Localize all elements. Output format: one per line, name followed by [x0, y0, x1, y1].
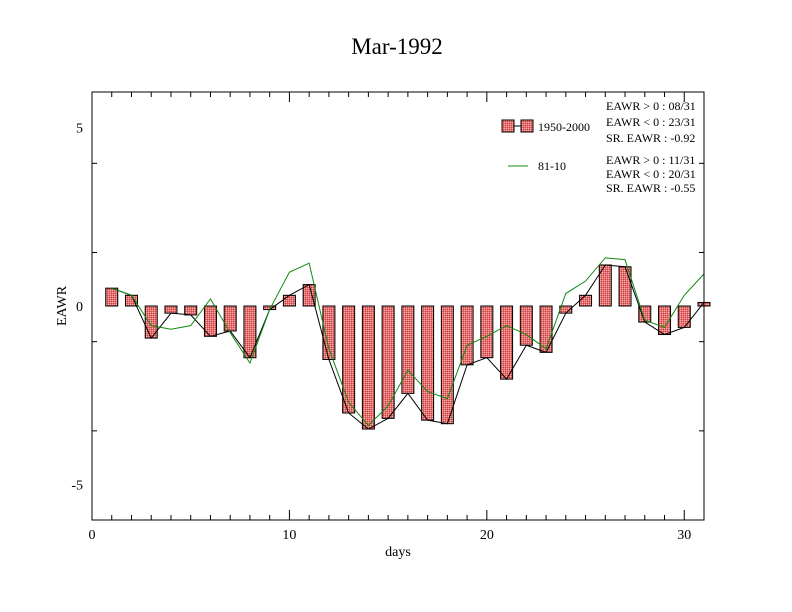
x-tick-label: 10: [282, 528, 296, 543]
bar-day-5: [184, 305, 198, 316]
bar-day-14: [361, 305, 375, 430]
legend-entry-bar: 1950-2000: [501, 119, 590, 134]
chart-title: Mar-1992: [351, 34, 443, 59]
y-tick-label: 0: [76, 300, 83, 315]
bar-stat-positive: EAWR > 0 : 08/31: [606, 99, 696, 113]
x-axis: 0 10 20 30: [89, 92, 705, 543]
bar-day-7: [223, 305, 237, 332]
bar-day-4: [164, 305, 178, 314]
bar-day-18: [440, 305, 454, 425]
line-stat-negative: EAWR < 0 : 20/31: [606, 167, 696, 181]
legend-entry-line: 81-10: [508, 159, 566, 173]
bar-stats: EAWR > 0 : 08/31 EAWR < 0 : 23/31 SR. EA…: [606, 99, 696, 145]
bar-day-20: [480, 305, 494, 359]
bar-stat-negative: EAWR < 0 : 23/31: [606, 115, 696, 129]
bar-day-15: [381, 305, 395, 419]
plot-frame: [91, 91, 705, 521]
y-tick-label: -5: [71, 478, 83, 493]
bar-day-13: [342, 305, 356, 414]
bar-day-21: [500, 305, 514, 380]
line-stats: EAWR > 0 : 11/31 EAWR < 0 : 20/31 SR. EA…: [606, 153, 696, 195]
bar-day-30: [677, 305, 691, 328]
x-tick-label: 30: [677, 528, 691, 543]
bar-day-16: [401, 305, 415, 394]
bar-day-10: [282, 294, 296, 307]
x-axis-label: days: [385, 545, 411, 560]
line-stat-sr: SR. EAWR : -0.55: [606, 181, 695, 195]
legend: 1950-2000 81-10 EAWR > 0 : 08/31 EAWR < …: [501, 99, 696, 195]
bar-day-11: [302, 284, 316, 307]
legend-bar-swatch-left: [501, 119, 515, 133]
bar-series-line: [111, 264, 705, 430]
y-tick-label: 5: [76, 122, 83, 137]
line-stat-positive: EAWR > 0 : 11/31: [606, 153, 695, 167]
x-tick-label: 20: [480, 528, 494, 543]
legend-line-label: 81-10: [538, 159, 566, 173]
bar-day-22: [519, 305, 533, 346]
x-tick-label: 0: [89, 528, 96, 543]
bar-day-1: [105, 287, 119, 307]
bar-day-8: [243, 305, 257, 359]
line-series-81-10: [111, 257, 705, 427]
legend-bar-label: 1950-2000: [538, 120, 590, 134]
legend-bar-swatch-right: [520, 119, 534, 133]
bar-day-25: [579, 294, 593, 307]
y-axis: 5 0 -5: [71, 122, 704, 521]
bar-day-17: [421, 305, 435, 421]
y-axis-label: EAWR: [55, 285, 70, 326]
bar-stat-sr: SR. EAWR : -0.92: [606, 131, 695, 145]
plot-area: [105, 257, 711, 430]
